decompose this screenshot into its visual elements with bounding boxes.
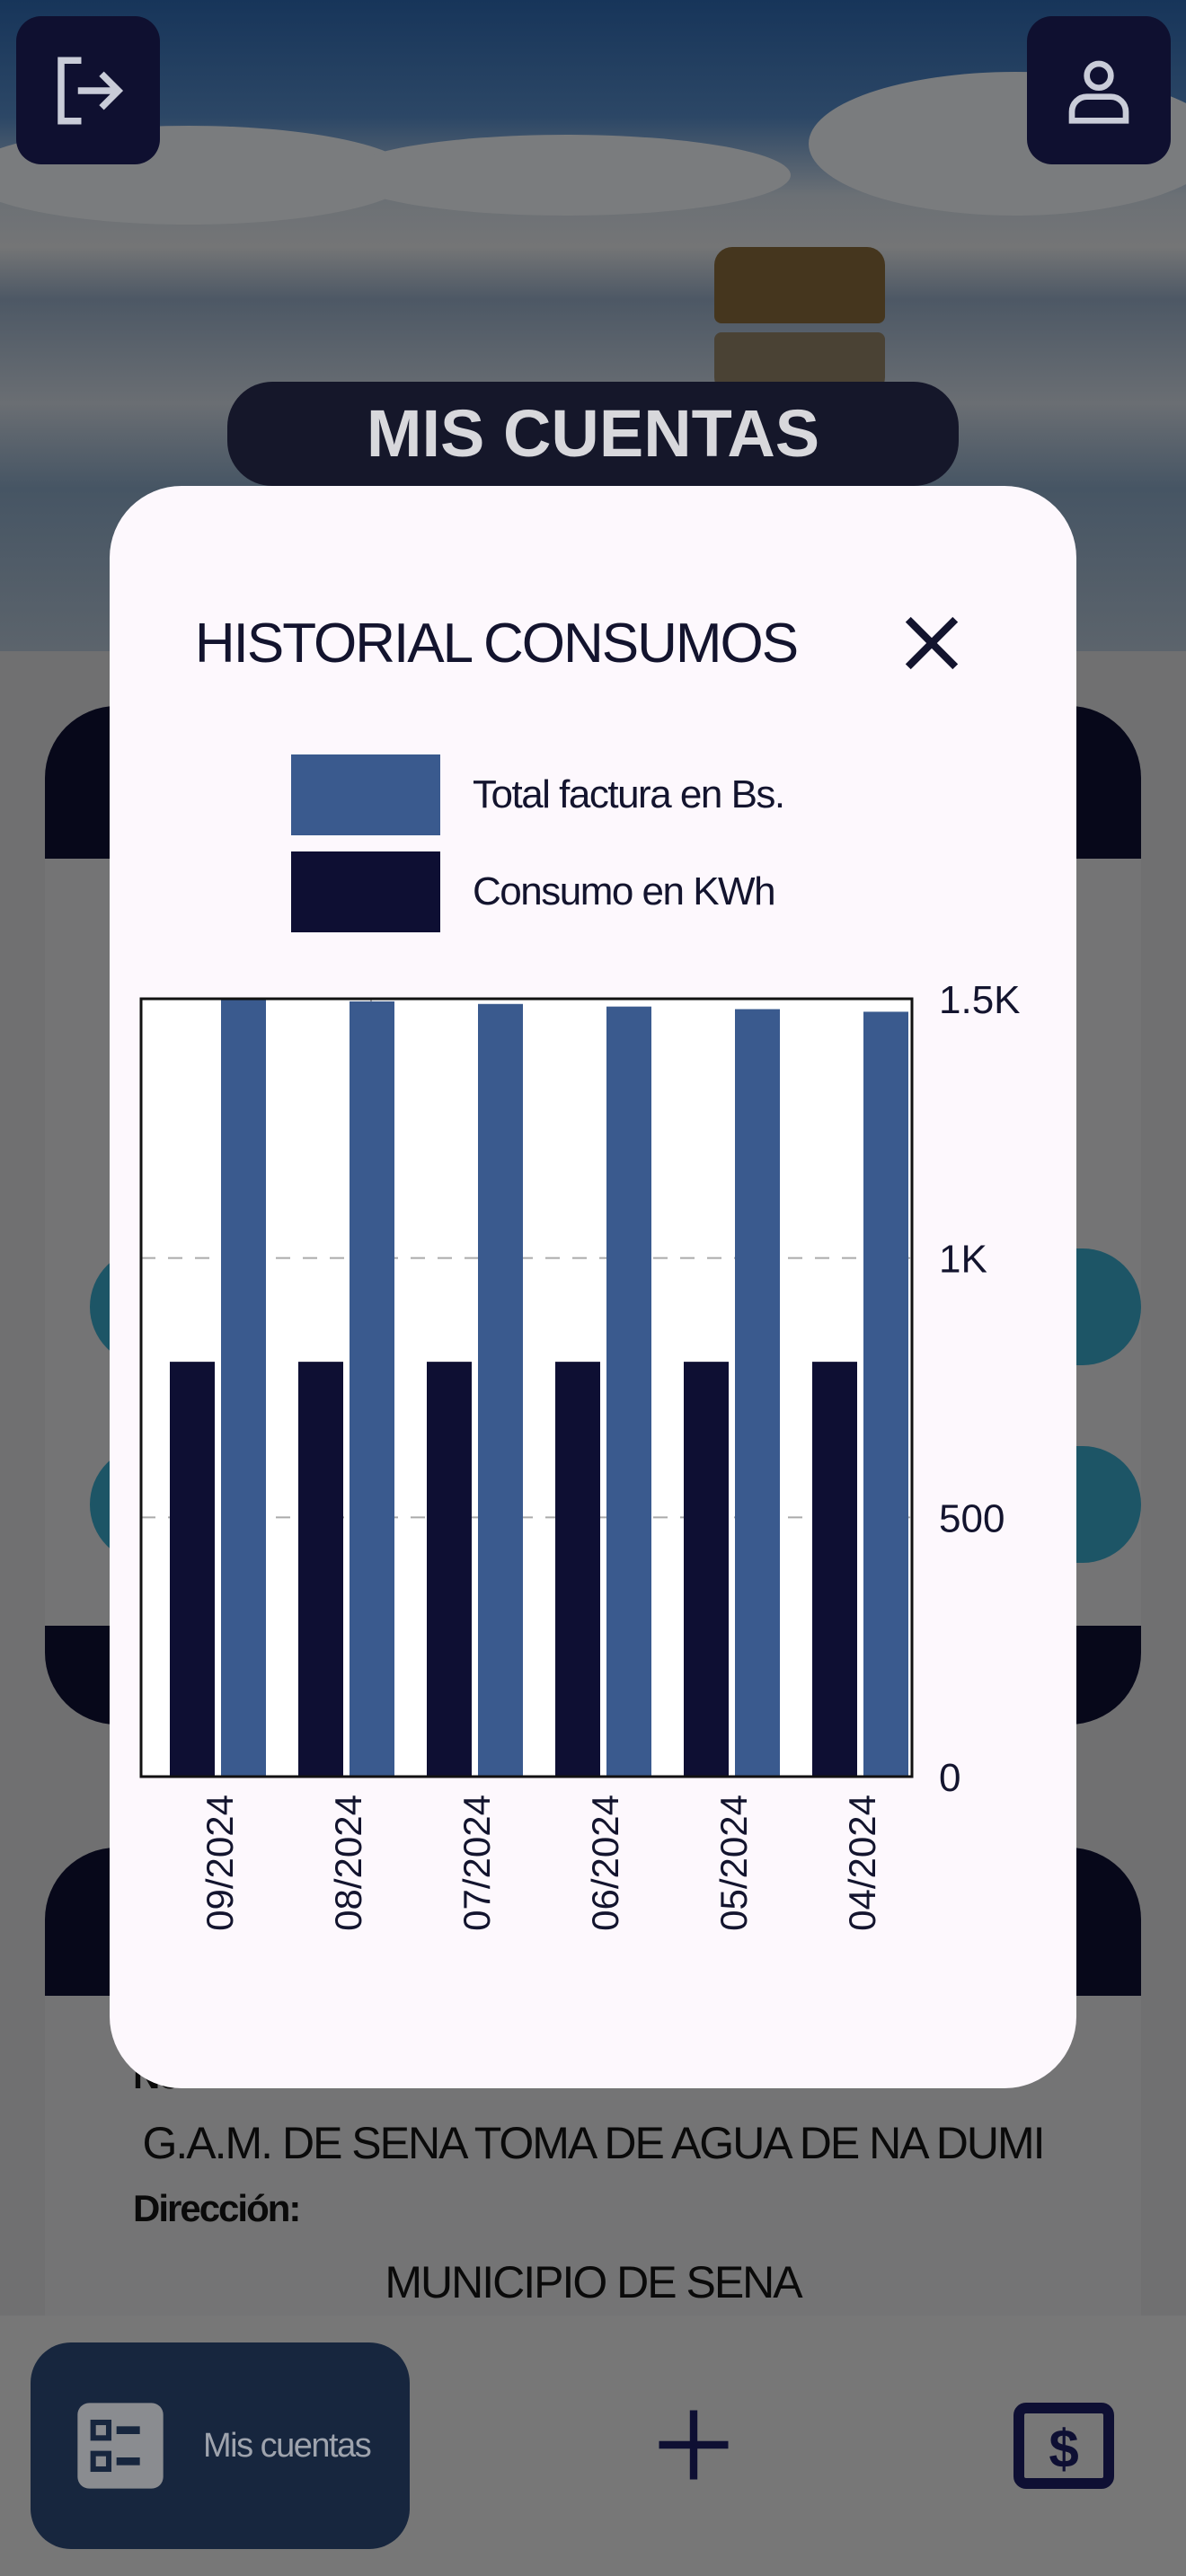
bar-consumo — [298, 1362, 343, 1777]
x-tick-label: 08/2024 — [327, 1795, 369, 1931]
dollar-bill-icon[interactable]: $ — [1013, 2401, 1114, 2491]
address-value: MUNICIPIO DE SENA — [385, 2257, 802, 2307]
close-icon[interactable] — [891, 603, 972, 684]
bar-chart: 0 500 1K 1.5K 09/2024 08/2024 07/2024 06/2024 05… — [139, 978, 1021, 1931]
account-name: G.A.M. DE SENA TOMA DE AGUA DE NA DUMI — [142, 2118, 1046, 2168]
x-tick-label: 07/2024 — [456, 1795, 498, 1931]
x-tick-label: 06/2024 — [584, 1795, 626, 1931]
x-tick-label: 09/2024 — [199, 1795, 241, 1931]
nav-mis-cuentas[interactable]: Mis cuentas — [31, 2342, 410, 2549]
bar-total — [863, 1011, 908, 1777]
logout-button[interactable] — [16, 16, 160, 164]
bar-consumo — [427, 1362, 472, 1777]
y-tick-label: 1.5K — [939, 978, 1021, 1022]
bar-total — [478, 1003, 523, 1777]
vehicle — [714, 247, 885, 323]
plot-frame — [139, 997, 914, 1778]
y-tick-label: 500 — [939, 1496, 1005, 1540]
nav-label: Mis cuentas — [203, 2426, 372, 2465]
bar-consumo — [684, 1362, 729, 1777]
svg-text:$: $ — [1049, 2419, 1078, 2479]
bar-total — [735, 1009, 780, 1777]
y-tick-label: 0 — [939, 1756, 960, 1800]
plus-icon[interactable] — [656, 2407, 731, 2483]
logout-icon — [58, 57, 124, 124]
legend-item-total: Total factura en Bs. — [291, 754, 785, 835]
user-icon — [1068, 60, 1129, 124]
bar-consumo — [170, 1362, 215, 1777]
history-modal: HISTORIAL CONSUMOS Total factura en Bs. … — [110, 486, 1076, 2088]
x-tick-label: 05/2024 — [712, 1795, 755, 1931]
section-title: MIS CUENTAS — [227, 382, 959, 486]
plot-area — [141, 999, 912, 1777]
y-tick-label: 1K — [939, 1238, 987, 1282]
bar-consumo — [812, 1362, 857, 1777]
bar-total — [221, 999, 266, 1777]
legend-item-consumo: Consumo en KWh — [291, 851, 776, 932]
address-label: Dirección: — [133, 2187, 301, 2229]
profile-button[interactable] — [1027, 16, 1171, 164]
bar-total — [606, 1006, 651, 1777]
bar-consumo — [555, 1362, 600, 1777]
list-icon — [77, 2403, 164, 2489]
x-tick-label: 04/2024 — [841, 1795, 883, 1931]
modal-title: HISTORIAL CONSUMOS — [194, 613, 799, 675]
bar-total — [350, 1001, 394, 1777]
